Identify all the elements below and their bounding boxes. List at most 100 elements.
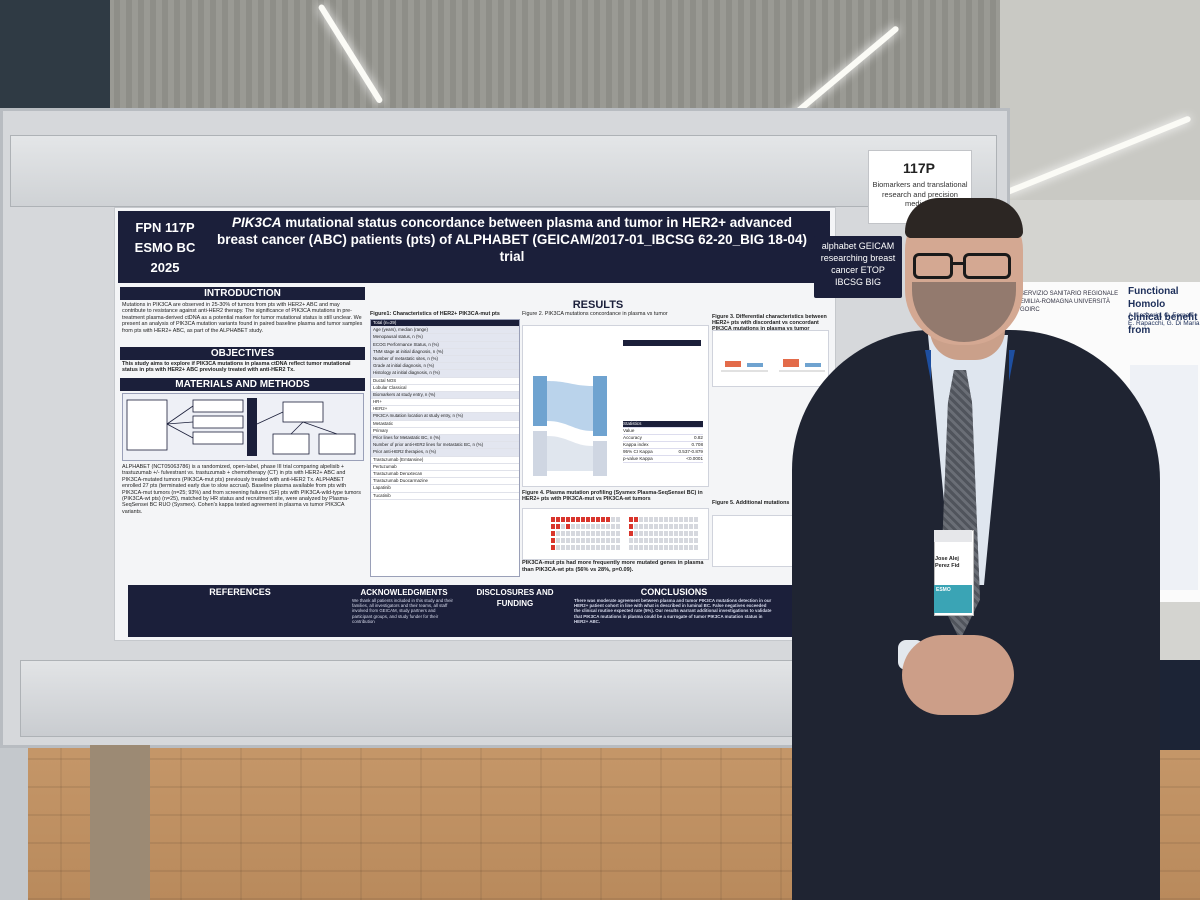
oncoprint-cell: [664, 524, 668, 529]
oncoprint-cell: [601, 545, 605, 550]
oncoprint-cell: [566, 517, 570, 522]
oncoprint-cell: [669, 531, 673, 536]
oncoprint-cell: [596, 545, 600, 550]
oncoprint-cell: [679, 517, 683, 522]
glasses-lens-left: [913, 253, 953, 279]
oncoprint-cell: [611, 545, 615, 550]
figure4-finding: PIK3CA-mut pts had more frequently more …: [522, 560, 707, 574]
oncoprint-cell: [556, 538, 560, 543]
table-row: Lapatinib: [371, 485, 519, 493]
oncoprint-cell: [634, 531, 638, 536]
oncoprint-cell: [586, 531, 590, 536]
oncoprint-cell: [561, 517, 565, 522]
stats-row: p-value Kappa <0.0001: [623, 456, 703, 463]
oncoprint-cell: [644, 524, 648, 529]
oncoprint-cell: [629, 545, 633, 550]
oncoprint-cell: [581, 531, 585, 536]
neighbor-authors: A. Lazzarin, C. Fornali, E. Rapacchi, G.…: [1128, 312, 1200, 327]
disclosures-heading: DISCLOSURES AND FUNDING: [476, 588, 554, 608]
oncoprint-cell: [644, 538, 648, 543]
badge-name: Jose Alej Perez Fid: [935, 556, 960, 569]
conference-year: 2025: [150, 260, 180, 275]
table-row: Lobular Classical: [371, 385, 519, 392]
sponsor-logos-text: alphabet GEICAM researching breast cance…: [820, 241, 896, 287]
objectives-text: This study aims to explore if PIK3CA mut…: [122, 361, 351, 374]
oncoprint-cell: [674, 524, 678, 529]
oncoprint-cell: [654, 531, 658, 536]
stats-row: 95% CI Kappa 0.537-0.879: [623, 449, 703, 456]
table-row: Biomarkers at study entry, n (%): [371, 391, 519, 400]
table-row: PIK3CA mutation location at study entry,…: [371, 413, 519, 421]
badge-footer: ESMO: [934, 585, 972, 613]
references-heading: REFERENCES: [209, 587, 271, 597]
figure4-title: Figure 4. Plasma mutation profiling (Sys…: [522, 490, 703, 502]
oncoprint-cell: [596, 517, 600, 522]
oncoprint-cell: [679, 545, 683, 550]
figure4-finding-text: PIK3CA-mut pts had more frequently more …: [522, 560, 704, 573]
badge-event: ESMO: [936, 587, 951, 593]
conclusions-heading: CONCLUSIONS: [640, 587, 708, 597]
oncoprint-cell: [556, 531, 560, 536]
oncoprint-cell: [606, 524, 610, 529]
oncoprint-cell: [669, 517, 673, 522]
table-row: Ductal NOS: [371, 378, 519, 385]
oncoprint-cell: [679, 538, 683, 543]
neighbor-title: Functional Homolo clinical benefit from: [1128, 286, 1198, 336]
oncoprint-cell: [669, 524, 673, 529]
oncoprint-cell: [634, 538, 638, 543]
oncoprint-cell: [566, 531, 570, 536]
oncoprint-cell: [576, 545, 580, 550]
table-row: Trastuzumab Duocarmazine: [371, 478, 519, 486]
oncoprint-cell: [634, 524, 638, 529]
stats-row: Statistics: [623, 421, 703, 428]
concordance-diagram: [533, 340, 701, 476]
oncoprint-cell: [591, 531, 595, 536]
oncoprint-cell: [576, 538, 580, 543]
table-row: Menopausal status, n (%): [371, 334, 519, 342]
oncoprint-cell: [689, 517, 693, 522]
oncoprint-cell: [551, 524, 555, 529]
acknowledgments-text: We thank all patients included in this s…: [352, 598, 453, 624]
methods-heading: MATERIALS AND METHODS: [120, 378, 365, 391]
oncoprint-cell: [581, 517, 585, 522]
oncoprint-cell: [596, 538, 600, 543]
oncoprint-grid: [551, 517, 698, 550]
oncoprint-cell: [601, 524, 605, 529]
oncoprint-cell: [629, 531, 633, 536]
oncoprint-cell: [571, 538, 575, 543]
oncoprint-cell: [629, 517, 633, 522]
oncoprint-cell: [694, 545, 698, 550]
title-text: mutational status concordance between pl…: [217, 215, 807, 264]
oncoprint-cell: [694, 517, 698, 522]
table-row: Histology at initial diagnosis, n (%): [371, 370, 519, 378]
oncoprint-cell: [586, 517, 590, 522]
sankey-node: [593, 441, 607, 476]
sankey-node: [593, 376, 607, 436]
sponsor-logos: [814, 236, 902, 298]
oncoprint-cell: [591, 517, 595, 522]
ceiling-window: [0, 0, 110, 120]
study-design-diagram: [122, 393, 364, 461]
table-header-cell: Total (n=29): [373, 320, 397, 325]
boxplot: [725, 361, 741, 367]
oncoprint-cell: [571, 531, 575, 536]
oncoprint-cell: [684, 538, 688, 543]
oncoprint-cell: [616, 531, 620, 536]
title-gene: PIK3CA: [231, 215, 282, 230]
oncoprint-cell: [684, 517, 688, 522]
stats-row: Accuracy 0.82: [623, 435, 703, 442]
poster-id: FPN 117P: [135, 220, 195, 235]
oncoprint-cell: [654, 524, 658, 529]
oncoprint-cell: [586, 524, 590, 529]
oncoprint-cell: [689, 538, 693, 543]
oncoprint-cell: [669, 538, 673, 543]
oncoprint-cell: [689, 524, 693, 529]
oncoprint-cell: [566, 545, 570, 550]
oncoprint-cell: [601, 538, 605, 543]
boxplot-panel: [721, 359, 825, 372]
table-row: Prior lines for Metastatic BC, n (%): [371, 435, 519, 443]
table-row: ECOG Performance Status, n (%): [371, 341, 519, 349]
acknowledgments-heading: ACKNOWLEDGMENTS: [360, 588, 448, 597]
oncoprint-cell: [639, 531, 643, 536]
oncoprint-cell: [684, 524, 688, 529]
